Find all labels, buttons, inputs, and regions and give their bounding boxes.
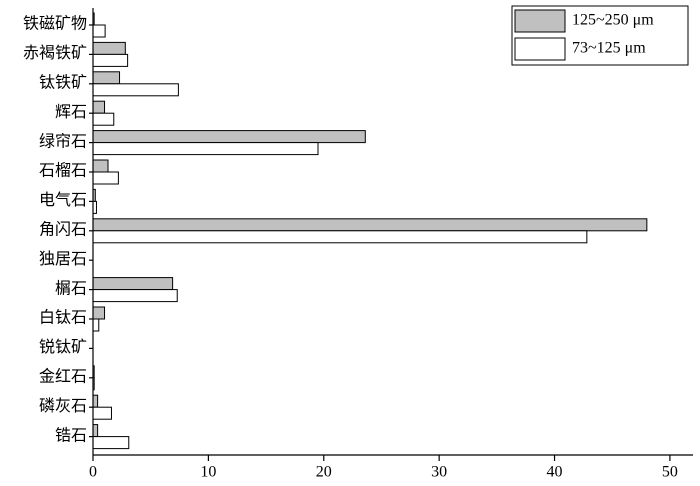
y-tick-label: 白钛石 [39,309,87,327]
x-tick-label: 40 [547,464,563,481]
y-tick-label: 钛铁矿 [39,73,87,91]
y-tick-label: 铁磁矿物 [23,15,87,33]
legend-swatch [514,37,566,61]
bar [92,289,178,303]
y-tick-label: 辉石 [55,103,87,121]
legend-label: 125~250 μm [572,12,654,29]
bar [92,436,130,450]
bar [92,394,99,408]
bar [92,53,129,67]
legend-label: 73~125 μm [572,40,646,57]
x-tick-label: 50 [662,464,678,481]
bar [92,424,99,438]
bar [92,71,121,85]
bar [92,218,648,232]
legend-swatch [514,9,566,33]
bar [92,171,119,185]
bar [92,406,112,420]
bar [92,100,106,114]
y-tick-label: 角闪石 [39,220,87,238]
y-tick-label: 独居石 [39,250,87,268]
x-tick-label: 30 [431,464,447,481]
bar [92,24,106,38]
y-tick-label: 锐钛矿 [39,338,87,356]
x-tick-label: 20 [316,464,332,481]
bar [92,230,588,244]
bar [92,318,100,332]
x-tick-label: 0 [89,464,97,481]
y-tick-label: 石榴石 [39,162,87,180]
y-tick-label: 赤褐铁矿 [23,44,87,62]
y-tick-label: 绿帘石 [39,132,87,150]
x-tick-label: 10 [200,464,216,481]
y-tick-label: 电气石 [39,191,87,209]
y-tick-label: 磷灰石 [39,397,87,415]
y-tick-label: 锆石 [55,426,87,444]
bar [92,306,106,320]
y-tick-label: 榍石 [55,279,87,297]
bar [92,41,126,55]
y-tick-label: 金红石 [39,367,87,385]
bar [92,159,109,173]
bar [92,277,174,291]
bar [92,142,319,156]
bar [92,83,179,97]
bar [92,130,366,144]
bar [92,112,115,126]
